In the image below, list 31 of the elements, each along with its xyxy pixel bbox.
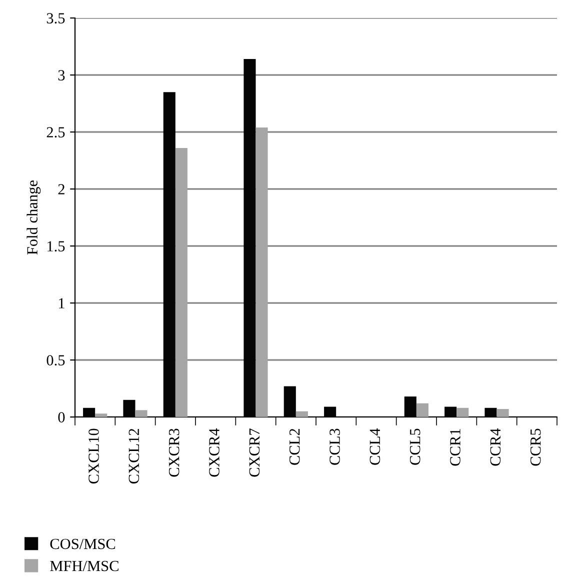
- bar: [296, 411, 308, 417]
- x-tick-label: CXCL10: [88, 428, 99, 484]
- y-tick-label: 3: [58, 70, 65, 80]
- x-tick-label: CCL2: [289, 428, 300, 465]
- legend-label: MFH/MSC: [50, 560, 118, 572]
- bar: [456, 408, 469, 417]
- x-tick-label: CCL5: [410, 428, 420, 465]
- y-tick-label: 0: [58, 412, 65, 422]
- y-tick-label: 3.5: [46, 13, 65, 24]
- y-tick-label: 0.5: [46, 355, 65, 366]
- legend-label: COS/MSC: [50, 538, 116, 550]
- y-tick-label: 2: [58, 184, 64, 194]
- x-tick-label: CCR5: [530, 428, 541, 466]
- x-tick-label: CCR1: [450, 429, 460, 466]
- y-tick-label: 1: [58, 298, 64, 308]
- x-tick-label: CXCR3: [168, 428, 180, 477]
- x-tick-label: CXCR4: [209, 428, 220, 477]
- bar: [496, 409, 509, 417]
- bar: [175, 148, 188, 417]
- x-tick-label: CCL3: [330, 428, 340, 465]
- x-tick-label: CCR4: [490, 428, 501, 466]
- bar: [256, 127, 268, 417]
- bar: [135, 410, 148, 417]
- y-tick-label: 2.5: [46, 127, 65, 138]
- x-tick-label: CCL4: [370, 428, 380, 465]
- bar: [416, 403, 428, 417]
- x-tick-label: CXCR7: [249, 428, 260, 477]
- y-axis-title: Fold change: [26, 180, 41, 255]
- bar: [95, 414, 108, 417]
- y-tick-label: 1.5: [48, 241, 65, 252]
- x-tick-label: CXCL12: [128, 428, 140, 484]
